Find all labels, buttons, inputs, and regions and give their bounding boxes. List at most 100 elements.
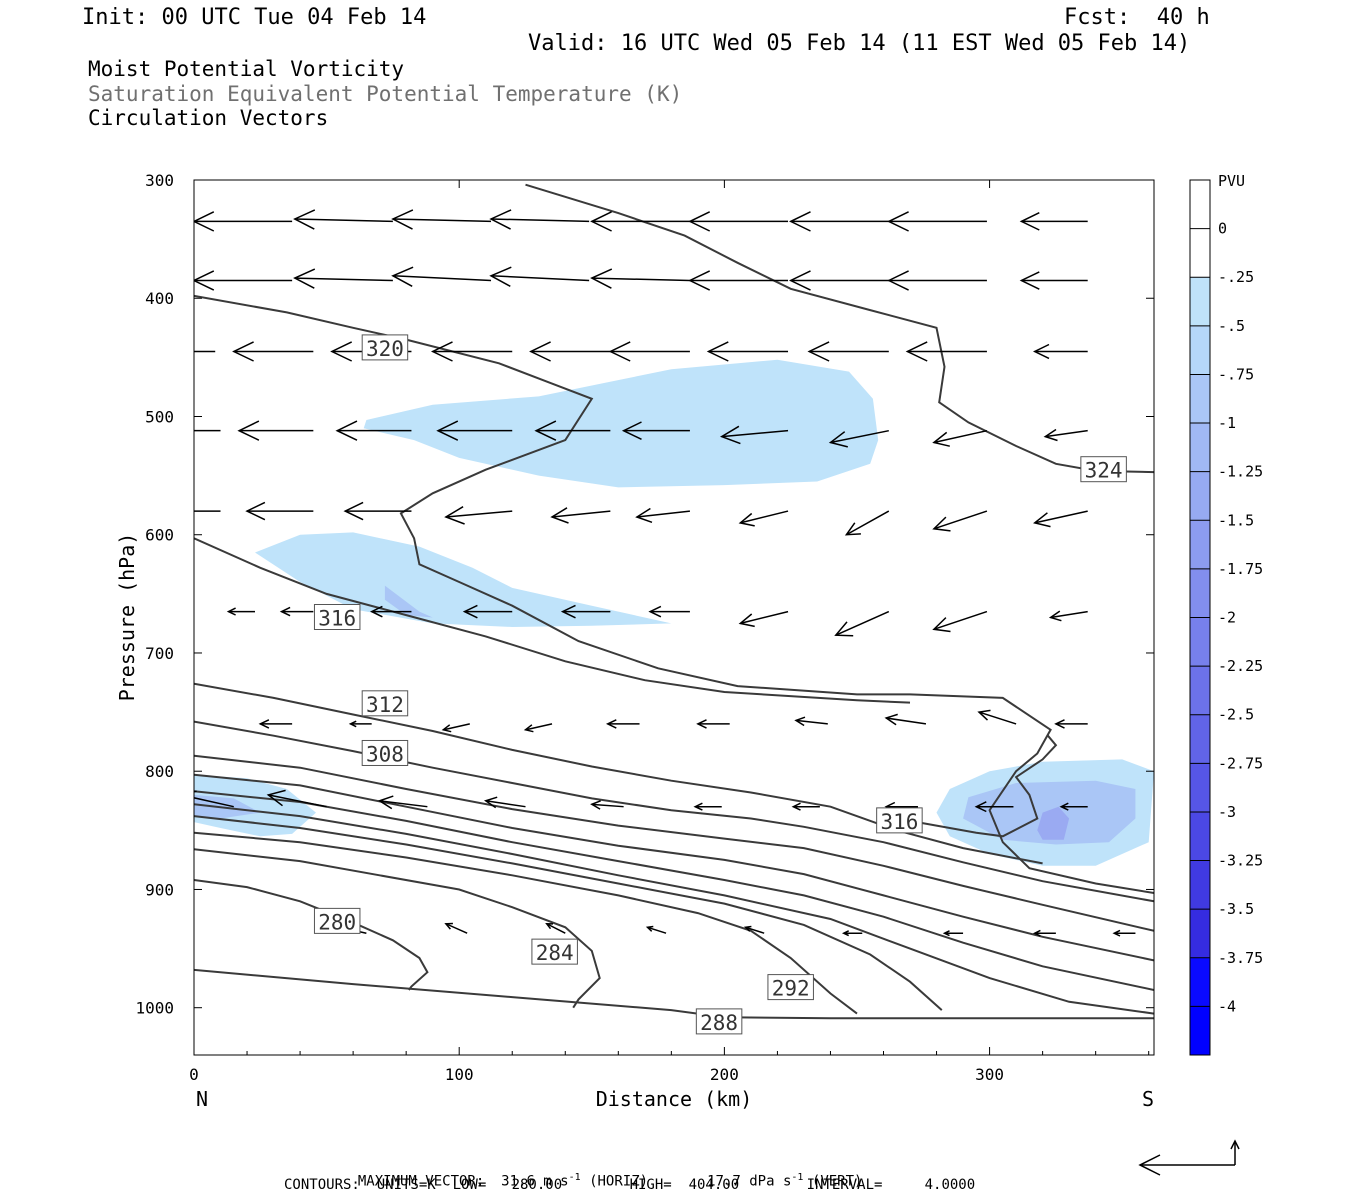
vector-arrow — [1019, 271, 1088, 290]
theta-es-contour-1 — [194, 848, 601, 1009]
vector-arrow — [279, 606, 314, 617]
vector-arrow — [441, 723, 470, 733]
vector-arrow — [841, 930, 863, 937]
vector-arrow — [377, 795, 428, 810]
vector-arrow — [523, 723, 553, 733]
vector-arrow — [743, 925, 765, 934]
vector-arrow — [887, 270, 987, 291]
vector-arrow — [348, 720, 372, 728]
vector-arrow — [605, 719, 640, 729]
theta-es-contour-14 — [525, 183, 1154, 474]
vector-arrow — [194, 211, 293, 232]
colorbar-tick-label: -.5 — [1218, 317, 1245, 335]
plot-frame — [193, 179, 1155, 1056]
vector-arrow — [788, 270, 889, 291]
theta-es-contour-7 — [194, 773, 1154, 962]
theta-es-contour-13 — [194, 294, 1154, 894]
colorbar-bin — [1190, 714, 1210, 764]
y-tick-label: 400 — [145, 289, 174, 308]
colorbar-bin — [1190, 617, 1210, 667]
contour-label-10: 312 — [361, 690, 409, 717]
field-theta-es-label: Saturation Equivalent Potential Temperat… — [88, 82, 683, 106]
contour-label-12: 316 — [876, 807, 923, 834]
vector-arrow — [489, 209, 590, 230]
vector-arrow — [834, 610, 890, 637]
colorbar-bin — [1190, 520, 1210, 570]
vector-arrow — [788, 211, 889, 232]
y-tick-label: 600 — [145, 526, 174, 545]
vector-arrow — [706, 341, 789, 362]
vector-arrow — [693, 802, 722, 811]
vector-arrow — [436, 420, 513, 441]
vector-arrow — [621, 421, 690, 440]
colorbar-tick-label: -1 — [1218, 414, 1236, 432]
vector-arrow — [266, 789, 327, 808]
colorbar-tick-label: -3 — [1218, 803, 1236, 821]
vector-arrow — [237, 420, 314, 441]
vector-arrow — [194, 510, 221, 512]
colorbar-bin — [1190, 1006, 1210, 1056]
vector-arrow — [194, 429, 221, 432]
max-vector-horiz-exp: -1 — [568, 1172, 581, 1183]
vector-arrow — [369, 605, 412, 618]
vector-arrow — [430, 341, 513, 362]
vector-arrow — [738, 610, 789, 628]
forecast-hour: Fcst: 40 h — [1064, 5, 1210, 30]
max-vector-vert-tag: (VERT) — [811, 1173, 863, 1190]
vector-arrow — [483, 796, 526, 809]
vector-arrow — [226, 607, 255, 616]
vector-arrow — [489, 266, 590, 287]
vector-arrow — [974, 801, 1014, 813]
init-time: Init: 00 UTC Tue 04 Feb 14 — [82, 5, 427, 30]
x-tick-label: 100 — [445, 1065, 474, 1084]
vector-arrow — [688, 270, 789, 291]
vector-arrow — [828, 429, 889, 448]
max-vector-horiz-tag: (HORIZ) — [589, 1173, 649, 1190]
colorbar-bin — [1190, 277, 1210, 327]
colorbar-tick-label: -1.75 — [1218, 560, 1263, 578]
colorbar-bin — [1190, 957, 1210, 1007]
theta-es-contour-2 — [194, 968, 1154, 1020]
vector-arrow — [96, 212, 194, 231]
vector-arrow — [1043, 428, 1088, 442]
svg-text:308: 308 — [366, 742, 404, 766]
colorbar-bin — [1190, 909, 1210, 959]
theta-es-contour-5 — [194, 803, 1154, 1015]
colorbar-tick-label: -1.5 — [1218, 511, 1254, 529]
y-axis-label: Pressure (hPa) — [115, 533, 139, 702]
colorbar-bin — [1190, 811, 1210, 862]
x-tick-label: 300 — [975, 1065, 1004, 1084]
colorbar-tick-label: -2.25 — [1218, 657, 1263, 675]
theta-es-contour-9 — [194, 720, 1154, 903]
vector-arrow — [1054, 719, 1088, 729]
field-mpv-label: Moist Potential Vorticity — [88, 57, 405, 81]
colorbar-bin — [1190, 763, 1210, 813]
colorbar-tick-label: -3.5 — [1218, 900, 1254, 918]
vector-arrow — [391, 209, 492, 230]
vector-arrow — [696, 719, 730, 729]
colorbar-bin — [1190, 568, 1210, 618]
y-tick-label: 800 — [145, 762, 174, 781]
vector-arrow — [444, 506, 513, 525]
pv-colorbar: 0 -.25 -.5 -.75 -1 -1.25 -1.5 -1.75 -2 -2.25 -2.5 -… — [1189, 179, 1263, 1056]
theta-es-contour-6 — [194, 790, 1154, 991]
vector-arrow — [194, 790, 234, 808]
colorbar-tick-label: -2.75 — [1218, 754, 1263, 772]
vector-arrow — [977, 709, 1017, 725]
x-axis-label: Distance (km) — [596, 1087, 753, 1111]
vector-arrow — [232, 341, 314, 362]
pv-region-0 — [363, 359, 879, 488]
vector-arrow — [545, 923, 566, 934]
colorbar-tick-label: -.75 — [1218, 365, 1254, 383]
pv-region-7 — [1037, 806, 1070, 840]
contour-label-13: 320 — [361, 334, 409, 361]
vector-arrow — [635, 507, 690, 524]
colorbar-bin — [1190, 228, 1210, 278]
colorbar-bin — [1190, 471, 1210, 521]
vector-arrow — [391, 266, 492, 287]
svg-text:284: 284 — [536, 941, 574, 965]
colorbar-bin — [1190, 180, 1210, 230]
colorbar-tick-label: -3.75 — [1218, 949, 1263, 967]
theta-es-contour-0 — [194, 879, 429, 991]
